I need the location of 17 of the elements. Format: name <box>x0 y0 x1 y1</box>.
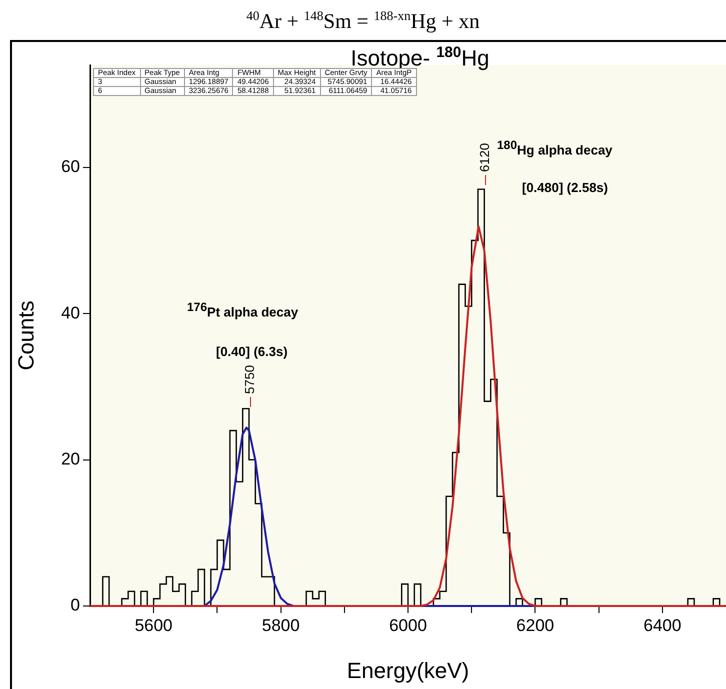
annotation: [0.480] (2.58s) <box>522 180 608 195</box>
y-axis-title: Counts <box>13 300 38 370</box>
y-tick-label: 60 <box>61 157 80 176</box>
x-tick-label: 6000 <box>389 616 427 635</box>
x-tick-label: 5800 <box>262 616 300 635</box>
chart-title: $^{40}$Ar + $^{148}$Sm = $^{188-xn}$Hg + xn <box>245 8 481 34</box>
y-tick-label: 0 <box>70 596 80 615</box>
annotation: 6120 <box>477 143 492 172</box>
annotation: 5750 <box>242 365 257 394</box>
y-tick-label: 40 <box>61 303 80 322</box>
annotation: [0.40] (6.3s) <box>216 344 288 359</box>
x-axis-title: Energy(keV) <box>346 658 470 683</box>
x-tick-label: 6400 <box>643 616 682 635</box>
x-tick-label: 5600 <box>134 616 173 635</box>
x-tick-label: 6200 <box>516 616 554 635</box>
y-tick-label: 20 <box>61 449 80 468</box>
chart-subtitle: Isotope- $^{180}$Hg <box>350 44 490 70</box>
